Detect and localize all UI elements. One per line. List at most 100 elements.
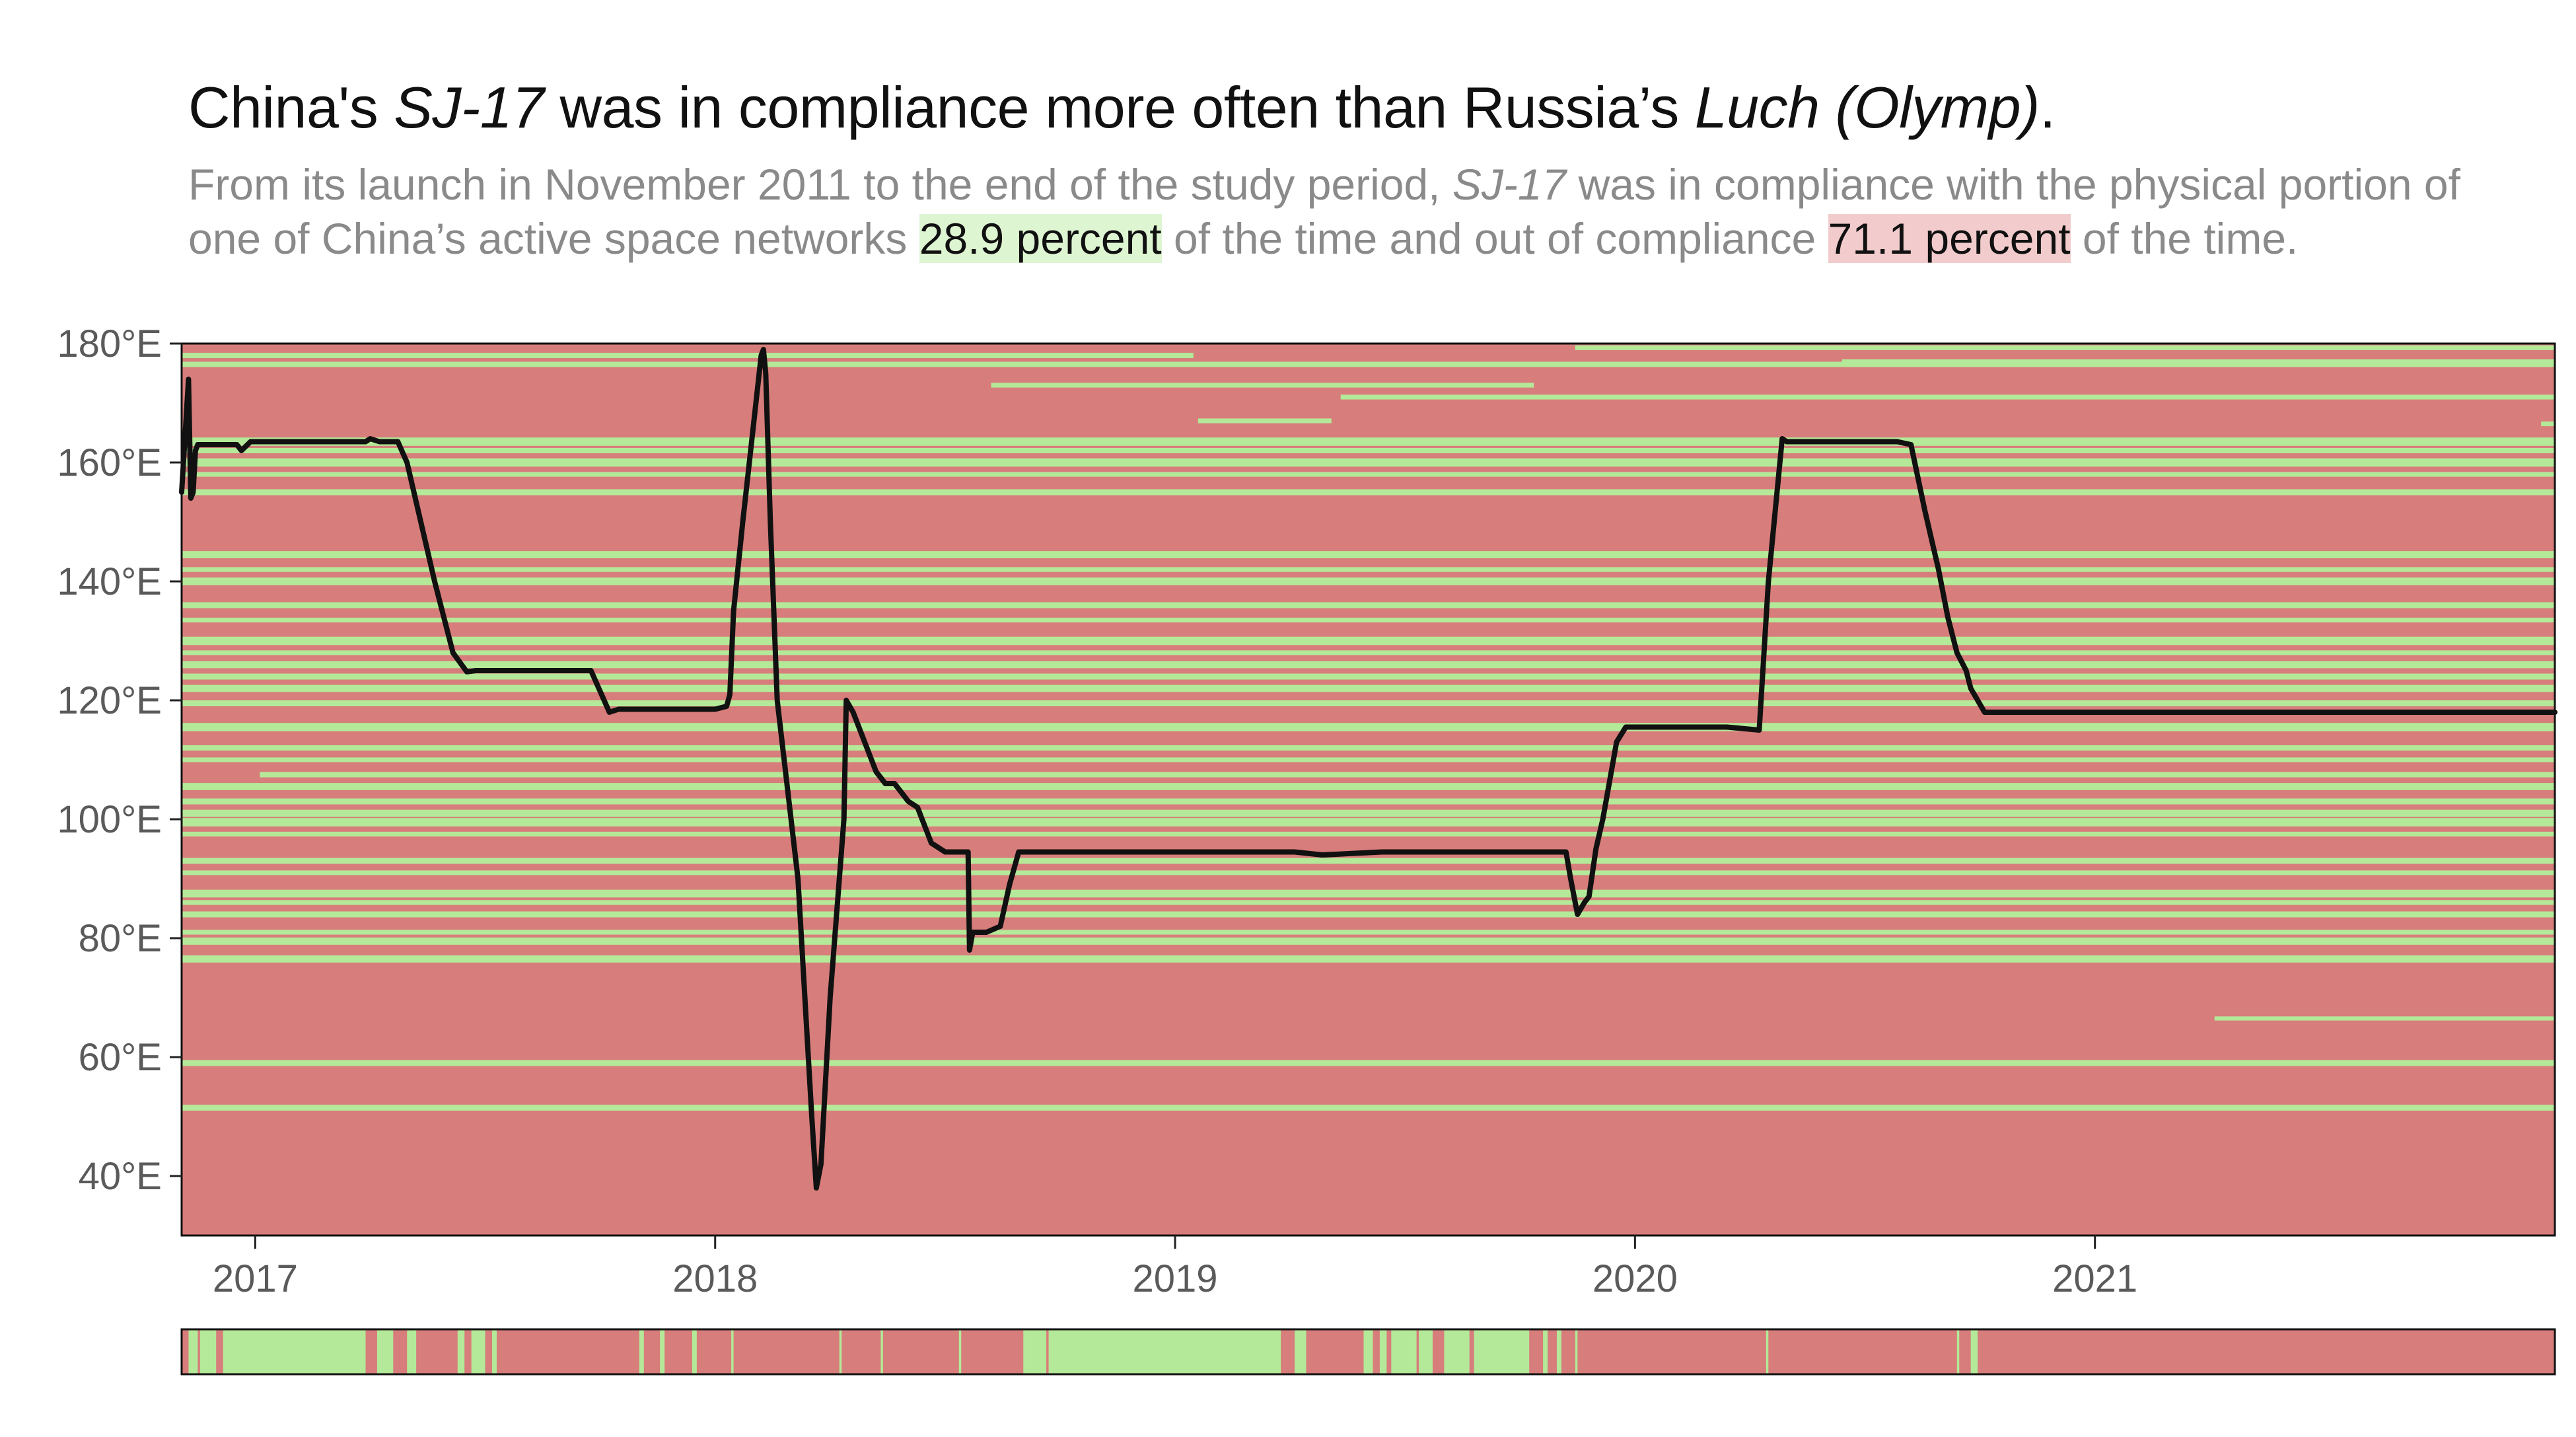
title-satellite-luch: Luch (Olymp) <box>1694 75 2040 140</box>
compliance-band <box>1340 394 2555 400</box>
timeline-compliance-segment <box>660 1329 665 1374</box>
subtitle-text-2: was in compliance with the physical port… <box>188 160 2460 263</box>
title-satellite-sj17: SJ-17 <box>394 75 544 140</box>
x-tick-label: 2021 <box>2052 1257 2137 1300</box>
chart-title: China's SJ-17 was in compliance more oft… <box>188 74 2056 141</box>
compliance-band <box>182 352 1194 359</box>
compliance-band <box>182 602 2555 608</box>
compliance-band <box>182 673 2555 680</box>
y-tick-label: 120°E <box>57 679 162 722</box>
compliance-timeline <box>180 1328 2556 1376</box>
compliance-band <box>1198 418 1332 424</box>
compliance-band <box>182 650 2555 655</box>
compliance-band <box>1575 345 2555 350</box>
timeline-compliance-segment <box>1543 1329 1548 1374</box>
compliance-band <box>2214 1016 2555 1021</box>
compliance-band <box>182 551 2555 558</box>
subtitle-text-4: of the time. <box>2070 214 2299 263</box>
chart-subtitle: From its launch in November 2011 to the … <box>188 157 2540 266</box>
title-text-3: . <box>2039 75 2056 140</box>
compliance-band <box>182 938 2555 945</box>
compliance-band <box>182 1105 2555 1111</box>
compliance-band <box>1842 359 2555 364</box>
timeline-compliance-segment <box>1970 1329 1978 1374</box>
x-tick-label: 2020 <box>1592 1257 1678 1300</box>
compliance-band <box>182 472 2555 477</box>
y-tick-label: 100°E <box>57 798 162 841</box>
out-of-compliance-percent: 71.1 percent <box>1828 214 2071 263</box>
series-line <box>179 347 2558 1191</box>
timeline-compliance-segment <box>958 1329 962 1374</box>
compliance-band <box>182 361 2555 367</box>
timeline-compliance-segment <box>1023 1329 1047 1374</box>
timeline-compliance-segment <box>471 1329 485 1374</box>
compliance-bands <box>182 344 2555 1235</box>
compliance-band <box>182 567 2555 572</box>
subtitle-satellite: SJ-17 <box>1452 160 1567 209</box>
compliance-band <box>182 900 2555 905</box>
compliance-band <box>182 858 2555 864</box>
timeline-compliance-segment <box>1575 1329 1578 1374</box>
timeline-compliance-segment <box>1444 1329 1470 1374</box>
y-tick-label: 80°E <box>79 917 162 960</box>
compliance-band <box>182 700 2555 706</box>
x-tick-label: 2017 <box>213 1257 298 1300</box>
compliance-band <box>182 745 2555 751</box>
timeline-compliance-segment <box>223 1329 366 1374</box>
timeline-compliance-segment <box>1419 1329 1433 1374</box>
longitude-track <box>179 347 2558 1191</box>
compliance-band <box>2541 421 2555 427</box>
title-text-1: China's <box>188 75 394 140</box>
compliance-band <box>182 1060 2555 1066</box>
x-tick-label: 2019 <box>1133 1257 1218 1300</box>
compliance-band <box>182 577 2555 585</box>
compliance-band <box>182 955 2555 963</box>
timeline-compliance-segment <box>199 1329 217 1374</box>
compliance-band <box>182 783 2555 790</box>
compliance-band <box>182 661 2555 669</box>
compliance-band <box>182 911 2555 918</box>
timeline-compliance-segment <box>1379 1329 1387 1374</box>
compliance-band <box>182 684 2555 692</box>
compliance-band <box>182 636 2555 645</box>
y-tick-label: 180°E <box>57 322 162 365</box>
compliance-band <box>182 723 2555 731</box>
plot-frame <box>180 342 2556 1237</box>
compliance-band <box>182 489 2555 496</box>
timeline-compliance-segment <box>880 1329 883 1374</box>
compliance-band <box>182 809 2555 817</box>
timeline-compliance-segment <box>1556 1329 1561 1374</box>
timeline-compliance-segment <box>492 1329 497 1374</box>
compliance-band <box>182 617 2555 623</box>
timeline-compliance-segment <box>457 1329 465 1374</box>
timeline-compliance-segment <box>1956 1329 1960 1374</box>
timeline-frame <box>180 1328 2556 1376</box>
timeline-compliance-segment <box>1363 1329 1373 1374</box>
timeline-compliance-segment <box>731 1329 734 1374</box>
compliance-band <box>182 447 2555 454</box>
timeline-compliance-segment <box>1766 1329 1769 1374</box>
compliance-band <box>260 772 2555 778</box>
in-compliance-percent: 28.9 percent <box>919 214 1162 263</box>
compliance-band <box>182 870 2555 875</box>
timeline-compliance-segment <box>1048 1329 1281 1374</box>
compliance-band <box>182 757 2555 762</box>
y-tick-label: 160°E <box>57 441 162 484</box>
compliance-band <box>182 437 2555 446</box>
timeline-compliance-segment <box>839 1329 842 1374</box>
timeline-compliance-segment <box>692 1329 697 1374</box>
compliance-band <box>182 798 2555 805</box>
timeline-compliance-segment <box>639 1329 644 1374</box>
y-tick-label: 40°E <box>79 1155 162 1198</box>
subtitle-text-3: of the time and out of compliance <box>1161 214 1828 263</box>
x-tick-label: 2018 <box>672 1257 758 1300</box>
compliance-band <box>182 831 2555 837</box>
timeline-compliance-segment <box>407 1329 417 1374</box>
compliance-band <box>991 383 1534 388</box>
timeline-compliance-segment <box>1474 1329 1530 1374</box>
subtitle-text-1: From its launch in November 2011 to the … <box>188 160 1452 209</box>
timeline-compliance-segment <box>1391 1329 1417 1374</box>
compliance-band <box>182 889 2555 898</box>
